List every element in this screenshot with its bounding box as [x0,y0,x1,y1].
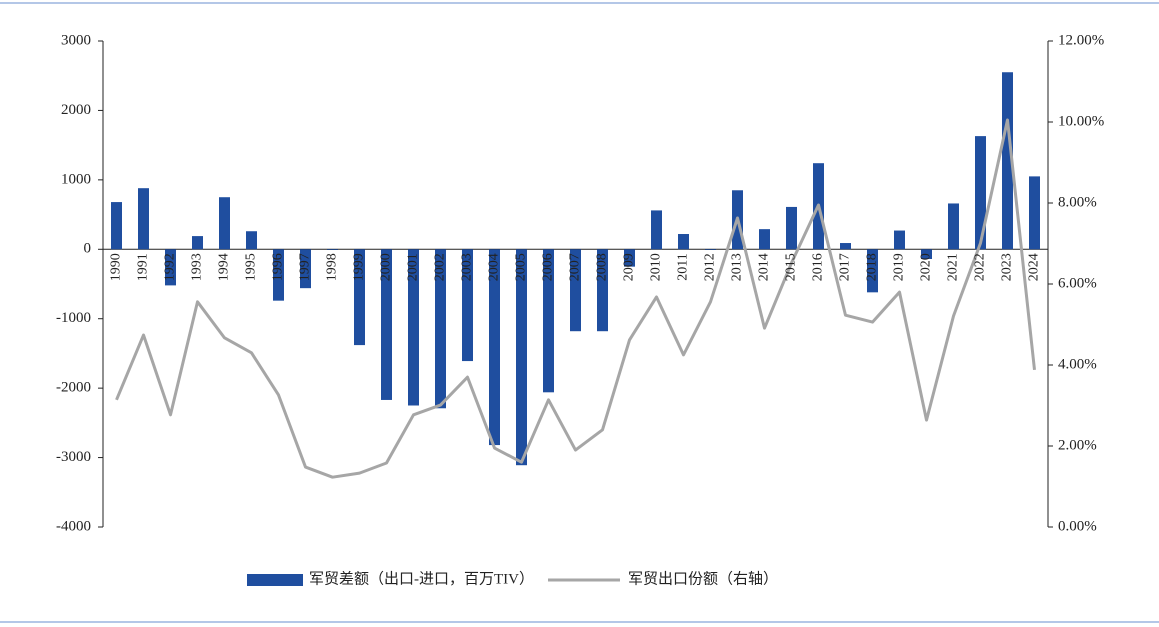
x-tick-label: 2008 [595,253,610,281]
x-tick-label: 2014 [757,253,772,281]
bar [354,249,365,346]
x-tick-label: 2024 [1027,253,1042,281]
x-tick-label: 1992 [163,253,178,281]
bar [651,210,662,250]
legend-swatch [247,574,303,586]
bar [246,231,257,250]
x-tick-label: 1996 [271,253,286,281]
x-tick-label: 1998 [325,253,340,281]
y2-tick-label: 8.00% [1058,194,1097,210]
x-tick-label: 1990 [109,253,124,281]
x-tick-label: 2003 [460,253,475,281]
bar [1002,72,1013,250]
bar [759,229,770,250]
bar [462,249,473,362]
x-tick-label: 2015 [784,253,799,281]
bar [867,249,878,293]
bar [192,236,203,250]
x-tick-label: 1999 [352,253,367,281]
bar [543,249,554,393]
x-tick-label: 2016 [811,253,826,281]
bar [975,136,986,250]
y-tick-label: -4000 [56,518,91,534]
bar [273,249,284,301]
x-tick-label: 2002 [433,253,448,281]
x-tick-label: 2019 [892,253,907,281]
y2-tick-label: 12.00% [1058,32,1104,48]
x-tick-label: 1995 [244,253,259,281]
x-tick-label: 2021 [946,253,961,281]
x-tick-label: 2020 [919,253,934,281]
x-tick-label: 2017 [838,253,853,281]
x-tick-label: 2009 [622,253,637,281]
bar [408,249,419,406]
y-tick-label: -3000 [56,449,91,465]
bar [597,249,608,332]
y-tick-label: -1000 [56,310,91,326]
x-tick-label: 2007 [568,253,583,281]
x-tick-label: 1994 [217,253,232,281]
bar [219,197,230,250]
x-tick-label: 2004 [487,253,502,281]
y-tick-label: -2000 [56,380,91,396]
x-tick-label: 2023 [1000,253,1015,281]
x-tick-label: 2018 [865,253,880,281]
bar [381,249,392,400]
bar [624,249,635,267]
bar [435,249,446,409]
bar [165,249,176,286]
bar [138,188,149,250]
bar [327,249,338,250]
line [115,118,1036,479]
y-tick-label: 2000 [61,102,91,118]
y2-tick-label: 6.00% [1058,275,1097,291]
x-tick-label: 1997 [298,253,313,281]
x-tick-label: 2010 [649,253,664,281]
y-tick-label: 3000 [61,32,91,48]
bar [921,249,932,260]
x-tick-label: 2011 [676,253,691,280]
bar [1029,176,1040,250]
bar [489,249,500,446]
y-tick-label: 1000 [61,171,91,187]
x-tick-label: 2012 [703,253,718,281]
x-tick-label: 1993 [190,253,205,281]
x-tick-label: 2022 [973,253,988,281]
bar [786,206,797,250]
bar [300,249,311,289]
bar [948,203,959,250]
y2-tick-label: 0.00% [1058,518,1097,534]
bar [678,234,689,250]
x-tick-label: 2001 [406,253,421,281]
bar [840,243,851,250]
x-tick-label: 2000 [379,253,394,281]
bar [111,202,122,250]
bar [894,230,905,250]
x-tick-label: 1991 [136,253,151,281]
bar [570,249,581,332]
bar [516,249,527,466]
y-tick-label: 0 [84,241,92,257]
legend-label: 军贸差额（出口-进口，百万TIV） [309,570,534,587]
legend-label: 军贸出口份额（右轴） [628,570,778,587]
bar [705,249,716,250]
y2-tick-label: 10.00% [1058,113,1104,129]
x-tick-label: 2013 [730,253,745,281]
y2-tick-label: 2.00% [1058,437,1097,453]
x-tick-label: 2005 [514,253,529,281]
y2-tick-label: 4.00% [1058,356,1097,372]
x-tick-label: 2006 [541,253,556,281]
